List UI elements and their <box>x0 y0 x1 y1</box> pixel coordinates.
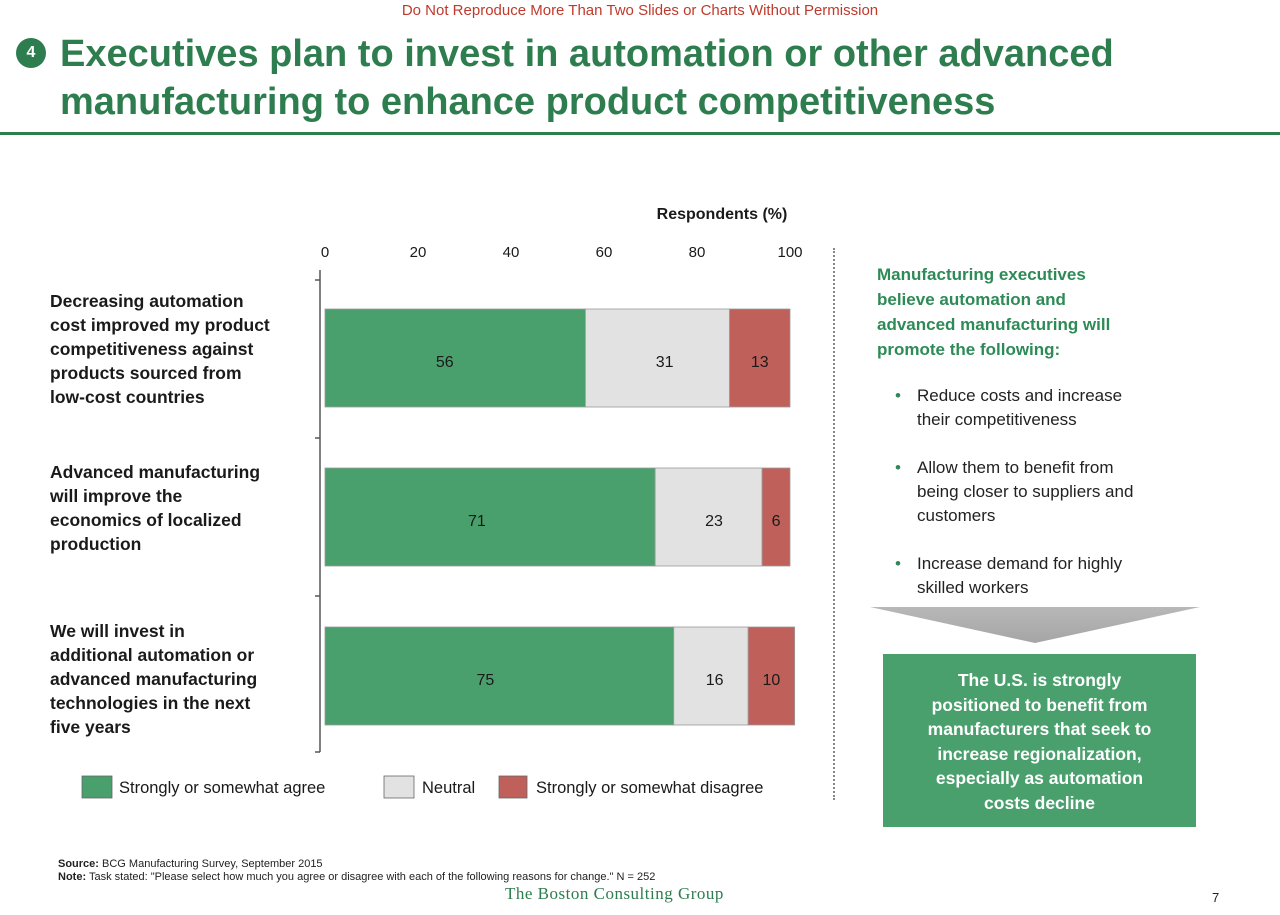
x-tick-label: 20 <box>410 244 427 261</box>
data-label: 23 <box>705 513 723 530</box>
category-label-line: low-cost countries <box>50 387 205 407</box>
category-label-line: Decreasing automation <box>50 291 244 311</box>
bullet-item: Increase demand for highly skilled worke… <box>893 552 1193 600</box>
callout-line: especially as automation <box>935 768 1144 788</box>
bullet-line: skilled workers <box>917 578 1029 597</box>
data-label: 13 <box>751 354 769 371</box>
slide-title-line: Executives plan to invest in automation … <box>60 33 1114 75</box>
sidebar-title-line: promote the following: <box>877 340 1061 359</box>
category-label-line: additional automation or <box>50 645 255 665</box>
bar-segment <box>673 626 749 726</box>
legend-swatch <box>498 775 528 799</box>
page-number: 7 <box>1212 890 1220 905</box>
bar-segment <box>747 626 796 726</box>
bar-segment <box>654 467 763 567</box>
data-label: 10 <box>763 672 781 689</box>
data-label: 31 <box>656 354 674 371</box>
sidebar-title-line: Manufacturing executives <box>877 265 1086 284</box>
callout-line: costs decline <box>984 792 1095 813</box>
down-arrow-icon <box>870 607 1200 643</box>
note-text: Task stated: "Please select how much you… <box>88 871 656 883</box>
bullet-item: Allow them to benefit from being closer … <box>893 456 1193 528</box>
bullet-line: Allow them to benefit from <box>917 458 1114 477</box>
source-note: Source: BCG Manufacturing Survey, Septem… <box>58 858 655 884</box>
data-label: 56 <box>436 354 454 371</box>
bullet-line: their competitiveness <box>917 410 1077 429</box>
category-label-line: cost improved my product <box>50 315 270 335</box>
disclaimer: Do Not Reproduce More Than Two Slides or… <box>401 2 879 19</box>
sidebar-title: Manufacturing executives believe automat… <box>877 262 1177 362</box>
category-label-line: economics of localized <box>50 510 242 530</box>
slide-title-line: manufacturing to enhance product competi… <box>60 81 996 123</box>
conclusion-callout: The U.S. is strongly positioned to benef… <box>883 654 1196 827</box>
category-label: We will invest in additional automation … <box>50 619 310 739</box>
category-label: Decreasing automation cost improved my p… <box>50 289 310 409</box>
callout-line: The U.S. is strongly <box>957 670 1122 690</box>
x-tick-label: 60 <box>596 244 613 261</box>
title-divider <box>0 132 1280 135</box>
brand-logo: The Boston Consulting Group <box>505 884 724 903</box>
sidebar-title-line: advanced manufacturing will <box>877 315 1111 334</box>
x-tick-label: 100 <box>777 244 802 261</box>
category-label-line: will improve the <box>50 486 183 506</box>
source-text: BCG Manufacturing Survey, September 2015 <box>102 858 323 870</box>
legend-label: Strongly or somewhat disagree <box>536 779 763 797</box>
bar-segment <box>324 467 656 567</box>
data-label: 6 <box>772 513 781 530</box>
bar-segment <box>324 308 586 408</box>
callout-line: increase regionalization, <box>937 743 1142 764</box>
bullet-line: Increase demand for highly <box>917 554 1123 573</box>
category-label-line: We will invest in <box>50 621 185 641</box>
category-label-line: Advanced manufacturing <box>50 462 261 482</box>
chart-title: Respondents (%) <box>657 206 788 223</box>
bullet-line: Reduce costs and increase <box>917 386 1123 405</box>
category-label-line: advanced manufacturing <box>50 669 258 689</box>
legend-swatch <box>81 775 113 799</box>
source-label: Source: <box>58 858 99 870</box>
bullet-list: Reduce costs and increase their competit… <box>893 384 1193 624</box>
callout-line: positioned to benefit from <box>931 694 1148 715</box>
bar-segment <box>324 626 675 726</box>
sidebar-title-line: believe automation and <box>877 290 1066 309</box>
x-tick-label: 80 <box>689 244 706 261</box>
x-tick-label: 40 <box>503 244 520 261</box>
bar-segment <box>585 308 730 408</box>
data-label: 71 <box>468 513 486 530</box>
data-label: 16 <box>706 672 724 689</box>
legend-label: Strongly or somewhat agree <box>119 779 325 797</box>
note-label: Note: <box>58 871 87 883</box>
bullet-line: customers <box>917 506 996 525</box>
category-label-line: technologies in the next <box>50 693 251 713</box>
x-tick-label: 0 <box>321 244 329 261</box>
category-label-line: competitiveness against <box>50 339 254 359</box>
slide-title: Executives plan to invest in automation … <box>60 30 1260 126</box>
callout-line: manufacturers that seek to <box>927 719 1152 739</box>
vertical-divider <box>833 248 835 800</box>
category-label: Advanced manufacturing will improve the … <box>50 460 310 556</box>
data-label: 75 <box>477 672 495 689</box>
slide-number-badge: 4 <box>16 38 46 68</box>
category-label-line: five years <box>50 717 131 737</box>
bar-segment <box>729 308 791 408</box>
bullet-item: Reduce costs and increase their competit… <box>893 384 1193 432</box>
category-label-line: products sourced from <box>50 363 242 383</box>
legend-label: Neutral <box>422 779 475 797</box>
category-label-line: production <box>50 534 142 554</box>
stacked-bar-chart: Respondents (%) 0 20 40 60 80 100 56 31 13 71 23 6 75… <box>81 206 803 799</box>
bar-segment <box>761 467 791 567</box>
legend-swatch <box>383 775 415 799</box>
bullet-line: being closer to suppliers and <box>917 482 1134 501</box>
